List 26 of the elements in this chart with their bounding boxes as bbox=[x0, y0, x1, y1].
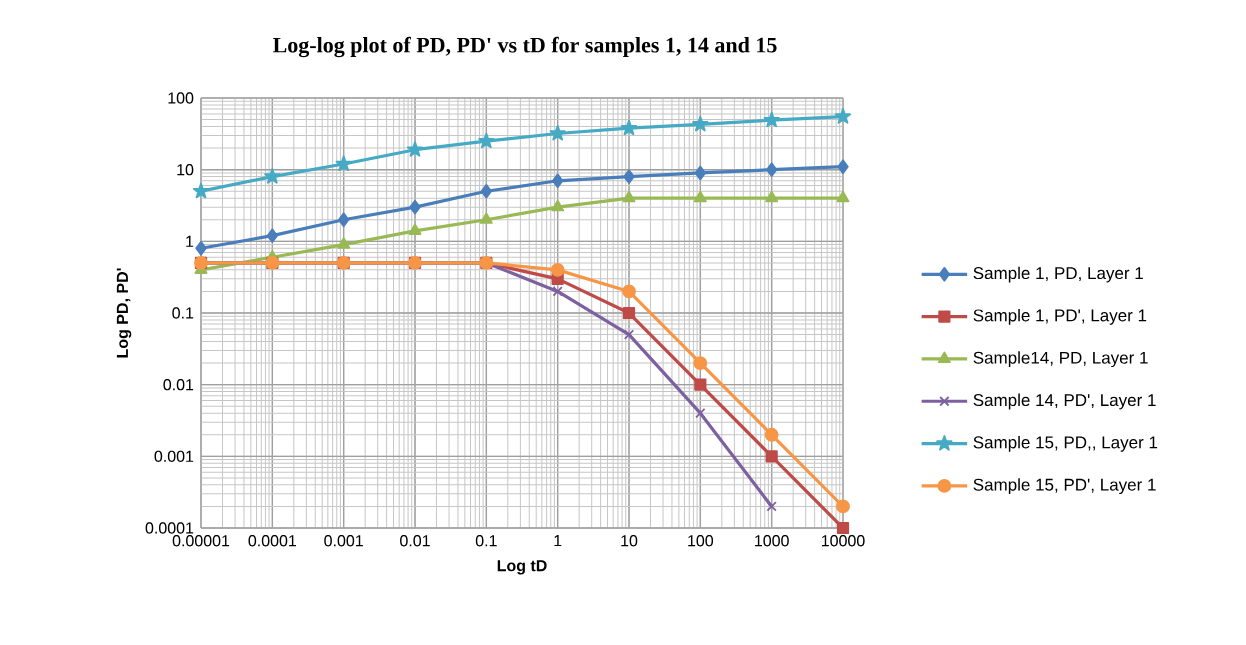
legend-label: Sample 1, PD, Layer 1 bbox=[973, 266, 1143, 283]
x-tick-label: 100 bbox=[688, 535, 714, 547]
y-tick-label: 0.1 bbox=[172, 307, 194, 319]
x-tick-label: 0.1 bbox=[475, 535, 497, 547]
y-tick-label: 1 bbox=[186, 235, 194, 247]
y-axis-title: Log PD, PD' bbox=[116, 268, 132, 358]
legend-label: Sample 14, PD', Layer 1 bbox=[973, 393, 1156, 410]
x-tick-label: 10 bbox=[621, 535, 638, 547]
legend-label: Sample14, PD, Layer 1 bbox=[973, 351, 1148, 368]
x-tick-label: 1000 bbox=[755, 535, 789, 547]
legend-label: Sample 15, PD,, Layer 1 bbox=[973, 435, 1158, 452]
x-tick-label: 1 bbox=[554, 535, 562, 547]
chart-title: Log-log plot of PD, PD' vs tD for samples 1, 14 and 15 bbox=[273, 36, 777, 58]
y-tick-label: 0.001 bbox=[154, 450, 194, 462]
x-tick-label: 0.00001 bbox=[172, 535, 230, 547]
y-tick-label: 0.0001 bbox=[145, 522, 194, 534]
y-tick-label: 10 bbox=[177, 164, 194, 176]
x-tick-label: 10000 bbox=[821, 535, 865, 547]
x-tick-label: 0.01 bbox=[400, 535, 430, 547]
x-axis-title: Log tD bbox=[497, 560, 547, 575]
y-tick-label: 0.01 bbox=[163, 379, 194, 391]
legend-label: Sample 15, PD', Layer 1 bbox=[973, 478, 1156, 495]
x-tick-label: 0.001 bbox=[324, 535, 363, 547]
x-tick-label: 0.0001 bbox=[248, 535, 297, 547]
y-tick-label: 100 bbox=[168, 92, 194, 104]
legend-label: Sample 1, PD', Layer 1 bbox=[973, 308, 1147, 325]
